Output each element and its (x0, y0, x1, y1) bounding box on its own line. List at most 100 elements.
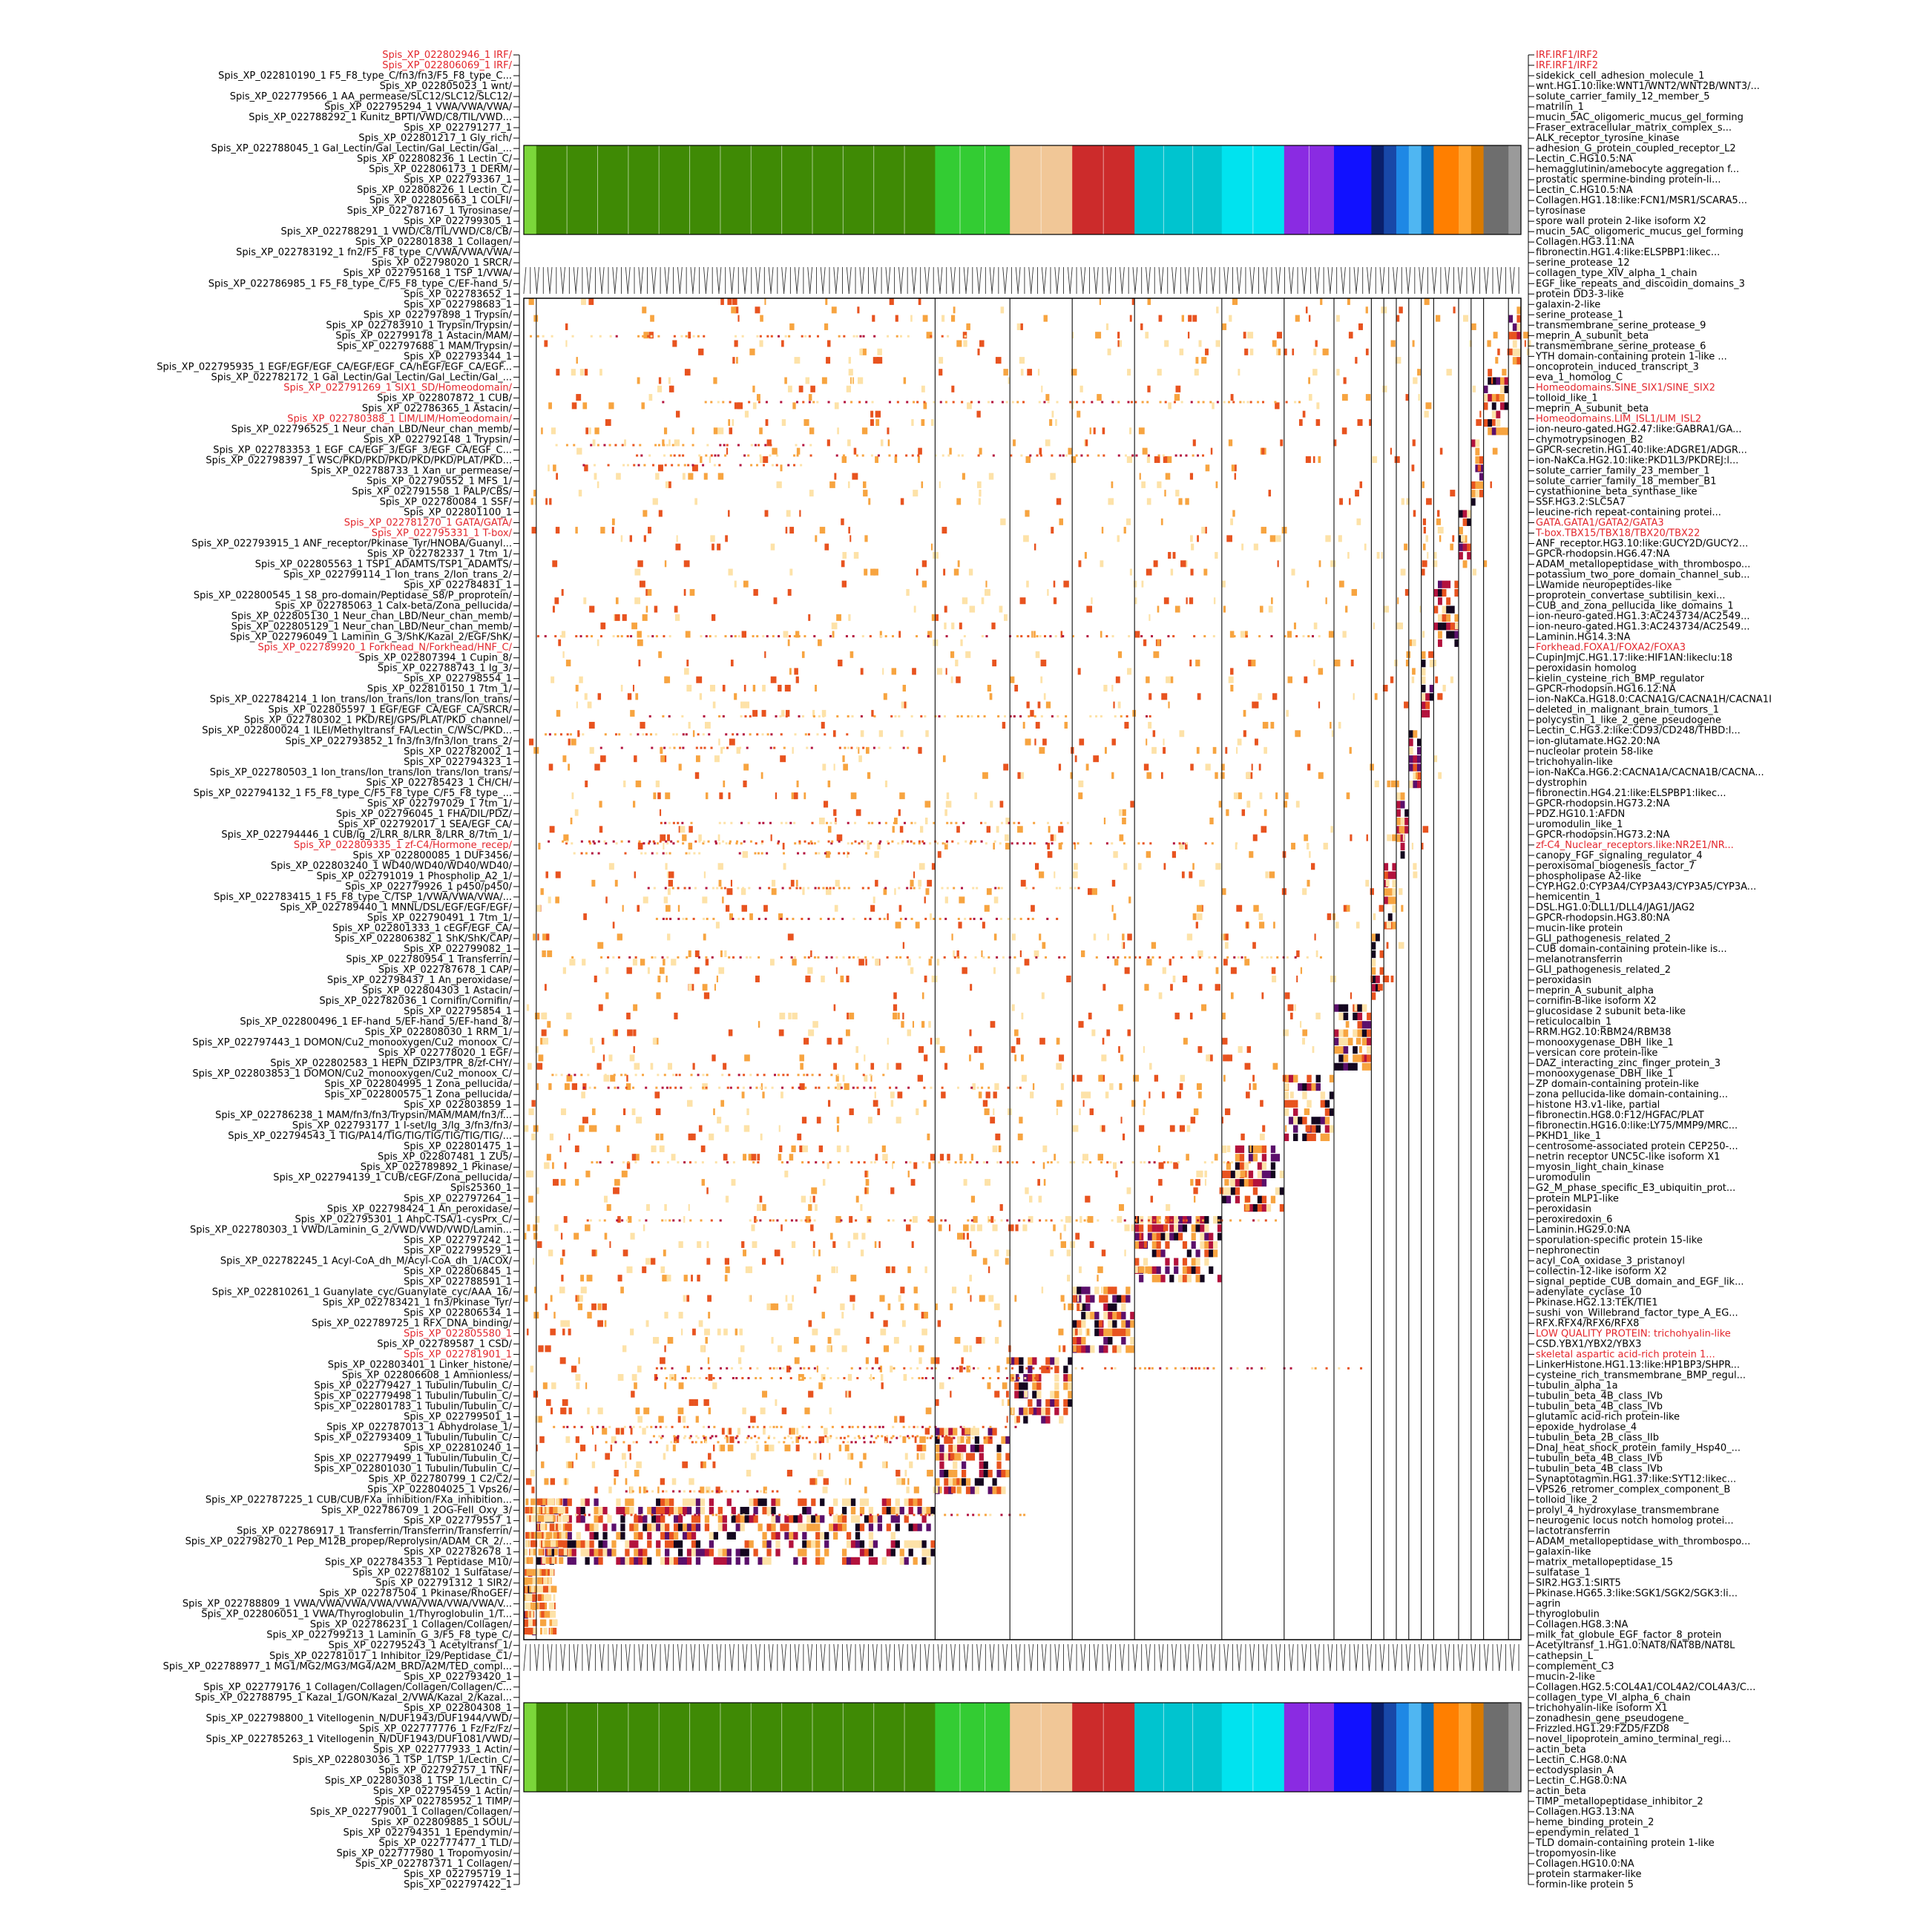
heatmap-cell (1197, 747, 1200, 754)
heatmap-cell (1201, 1005, 1206, 1011)
heatmap-cell (935, 1453, 939, 1460)
heatmap-cell (704, 1329, 710, 1335)
heatmap-cell (749, 956, 752, 959)
heatmap-cell (959, 1154, 962, 1160)
heatmap-cell (970, 1428, 975, 1436)
heatmap-cell (827, 1162, 829, 1169)
heatmap-cell (549, 498, 551, 505)
heatmap-cell (798, 1499, 802, 1506)
heatmap-cell (1191, 1117, 1195, 1123)
heatmap-cell (1064, 1304, 1066, 1310)
heatmap-cell (1278, 560, 1279, 567)
heatmap-cell (565, 1478, 567, 1485)
heatmap-cell (562, 1249, 565, 1256)
heatmap-cell (1399, 306, 1402, 313)
heatmap-cell (615, 880, 618, 887)
heatmap-cell (621, 535, 622, 542)
heatmap-cell (982, 597, 985, 604)
heatmap-cell (669, 852, 671, 855)
heatmap-cell (973, 918, 976, 920)
heatmap-cell (1318, 772, 1324, 779)
heatmap-cell (781, 956, 783, 959)
heatmap-cell (1054, 1382, 1059, 1390)
heatmap-cell (820, 1453, 821, 1459)
heatmap-cell (1321, 1100, 1325, 1108)
heatmap-cell (776, 482, 778, 488)
heatmap-cell (817, 1275, 821, 1281)
heatmap-cell (815, 1161, 817, 1163)
heatmap-cell (719, 822, 721, 824)
heatmap-cell (875, 1091, 876, 1098)
heatmap-cell (1289, 1100, 1293, 1108)
heatmap-cell (1143, 1258, 1148, 1266)
heatmap-cell (1284, 1083, 1288, 1090)
heatmap-cell (561, 1074, 563, 1076)
heatmap-cell (691, 1275, 693, 1281)
cluster-band-segment (1459, 145, 1471, 234)
heatmap-cell (622, 444, 624, 446)
heatmap-cell (1163, 747, 1166, 754)
heatmap-cell (1484, 419, 1488, 427)
heatmap-cell (722, 841, 724, 843)
heatmap-cell (683, 1499, 687, 1506)
heatmap-cell (1422, 569, 1425, 576)
heatmap-cell (838, 1161, 840, 1163)
heatmap-cell (1446, 597, 1450, 605)
heatmap-cell (1135, 631, 1140, 637)
heatmap-cell (939, 1224, 942, 1231)
heatmap-cell (696, 1540, 700, 1548)
heatmap-cell (603, 444, 605, 446)
heatmap-cell (950, 1514, 953, 1516)
heatmap-cell (668, 1337, 674, 1344)
heatmap-cell (916, 1435, 919, 1437)
heatmap-cell (560, 1320, 565, 1327)
heatmap-cell (1235, 1187, 1240, 1195)
heatmap-cell (797, 454, 799, 456)
heatmap-cell (1163, 1161, 1166, 1163)
heatmap-cell (543, 1382, 548, 1389)
heatmap-cell (723, 1524, 727, 1531)
heatmap-cell (760, 1134, 763, 1140)
heatmap-cell (546, 1540, 550, 1547)
heatmap-cell (776, 1491, 778, 1493)
heatmap-cell (993, 1091, 997, 1098)
heatmap-cell (970, 842, 972, 844)
heatmap-cell (1121, 1320, 1125, 1327)
heatmap-cell (651, 1507, 656, 1514)
heatmap-cell (1041, 715, 1043, 717)
heatmap-cell (1243, 730, 1246, 737)
heatmap-cell (648, 454, 651, 456)
heatmap-cell (560, 635, 562, 637)
heatmap-cell (613, 635, 615, 637)
heatmap-cell (822, 1161, 824, 1163)
heatmap-cell (1391, 976, 1394, 982)
heatmap-cell (1057, 1161, 1059, 1163)
heatmap-cell (1000, 1514, 1002, 1516)
heatmap-cell (721, 1074, 723, 1076)
heatmap-cell (1075, 1329, 1078, 1335)
heatmap-cell (877, 852, 879, 855)
heatmap-cell (638, 842, 640, 844)
heatmap-cell (800, 1083, 805, 1090)
heatmap-cell (1399, 826, 1403, 832)
heatmap-cell (1081, 1287, 1085, 1294)
heatmap-cell (1001, 306, 1005, 313)
heatmap-cell (758, 852, 760, 855)
heatmap-cell (662, 1491, 664, 1493)
heatmap-cell (911, 918, 913, 920)
heatmap-cell (755, 842, 758, 844)
heatmap-cell (562, 841, 564, 843)
heatmap-cell (1185, 498, 1189, 505)
heatmap-cell (1425, 702, 1430, 709)
heatmap-cell (625, 1499, 629, 1506)
heatmap-cell (756, 335, 758, 338)
heatmap-cell (1161, 772, 1163, 779)
heatmap-cell (634, 1514, 637, 1516)
heatmap-cell (562, 589, 564, 596)
heatmap-cell (708, 1312, 710, 1318)
heatmap-cell (784, 1445, 790, 1451)
heatmap-cell (784, 1171, 788, 1177)
heatmap-cell (528, 1196, 533, 1203)
heatmap-cell (930, 1548, 935, 1556)
heatmap-cell (1105, 1091, 1108, 1098)
